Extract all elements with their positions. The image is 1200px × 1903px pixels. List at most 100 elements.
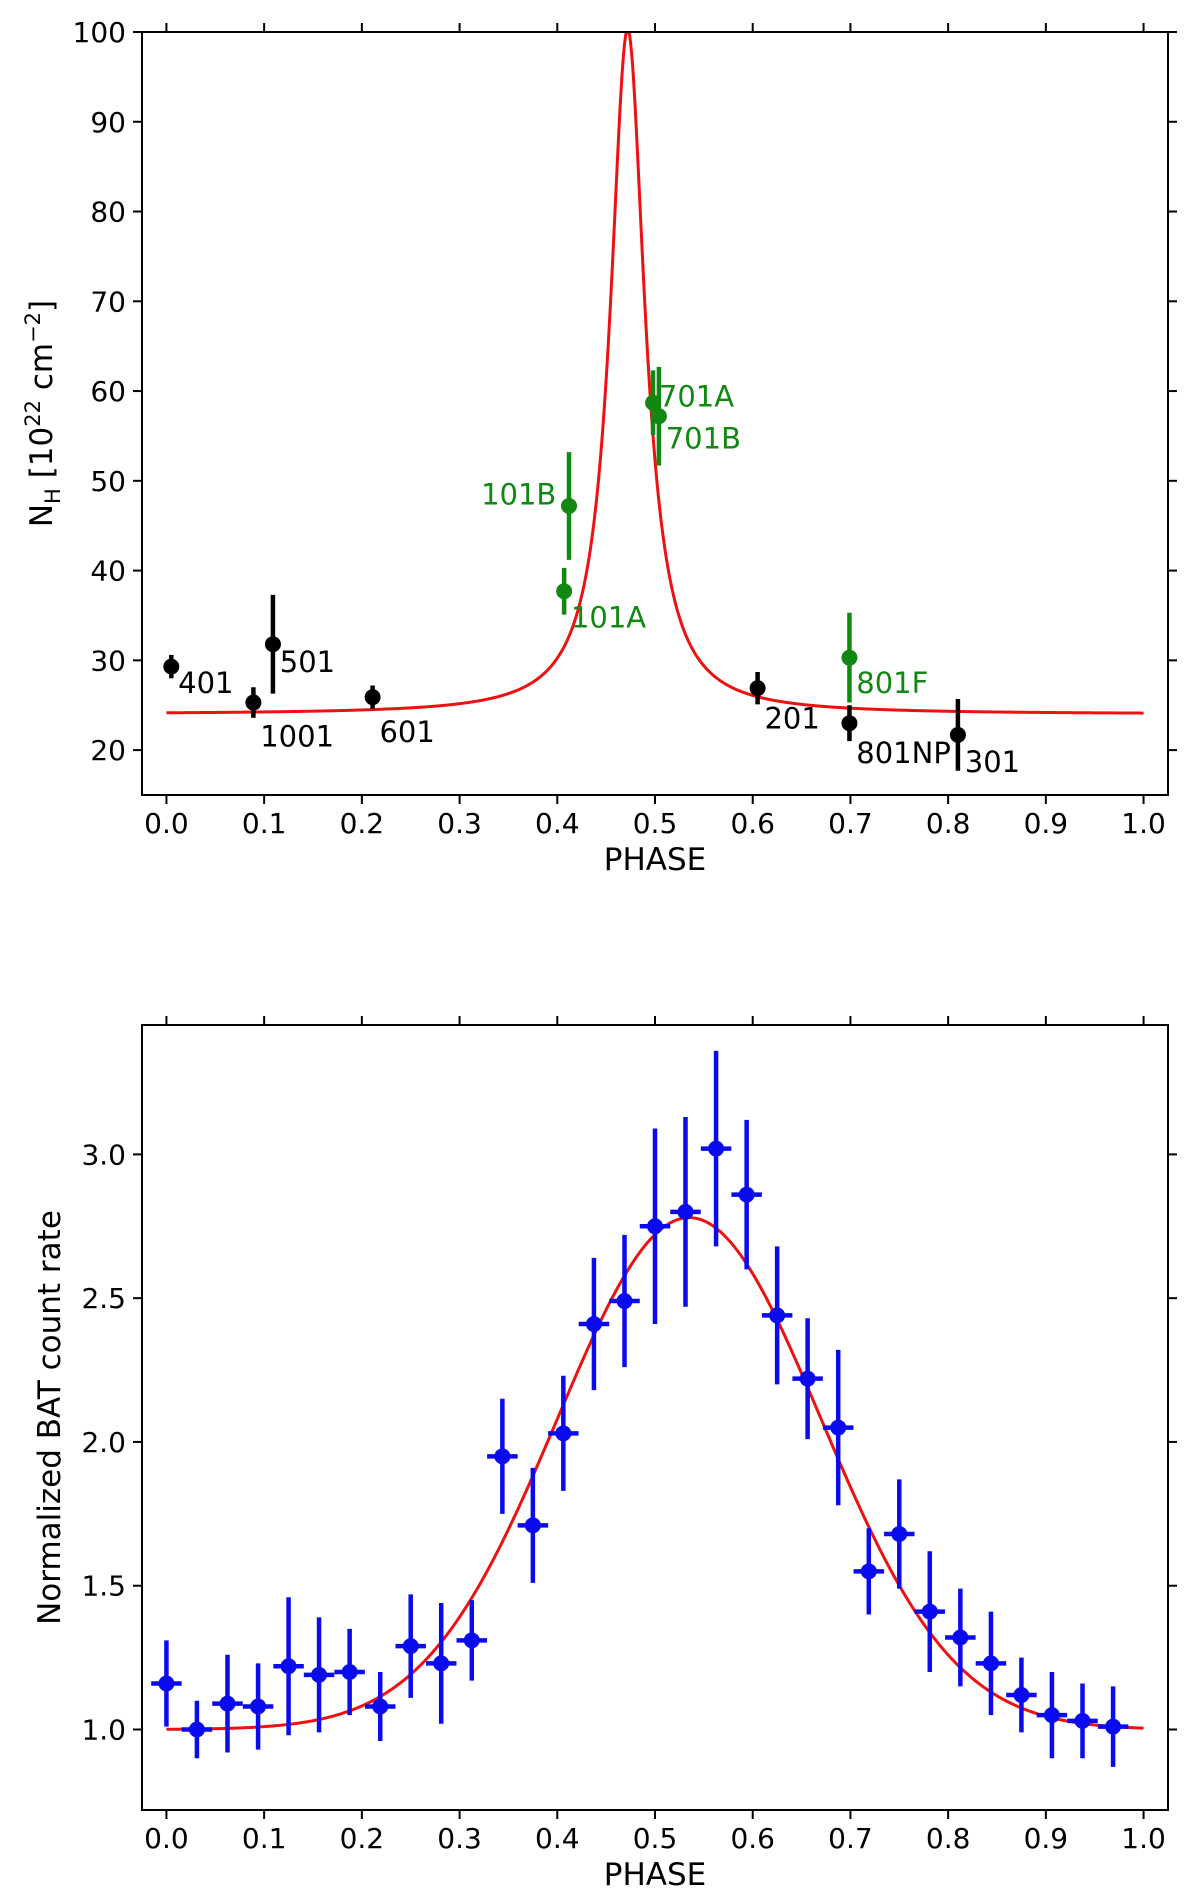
nh-panel: 401 1001 501 601 201 801NP 301 101A 101B 701A 701B… <box>21 16 1177 878</box>
data-point <box>952 1629 969 1646</box>
x-tick-label: 0.4 <box>535 1822 580 1855</box>
x-tick-label: 0.1 <box>242 807 287 840</box>
data-point <box>264 636 281 653</box>
x-tick-label: 0.0 <box>144 1822 189 1855</box>
y-axis-label: NH [1022 cm−2] <box>21 300 65 527</box>
y-tick-label: 50 <box>90 465 126 498</box>
data-point <box>341 1663 358 1680</box>
data-point <box>841 649 858 666</box>
x-tick-label: 0.3 <box>437 1822 482 1855</box>
point-label: 401 <box>178 666 233 700</box>
x-tick-label: 0.6 <box>730 1822 775 1855</box>
y-tick-label: 2.5 <box>81 1282 126 1315</box>
x-tick-label: 0.2 <box>340 807 385 840</box>
data-point <box>311 1666 328 1683</box>
y-tick-label: 40 <box>90 555 126 588</box>
data-point <box>556 583 573 600</box>
data-point <box>769 1307 786 1324</box>
point-label: 301 <box>965 745 1020 779</box>
data-point <box>158 1675 175 1692</box>
point-label: 201 <box>764 702 819 736</box>
x-tick-label: 0.1 <box>242 1822 287 1855</box>
data-point <box>585 1316 602 1333</box>
point-label: 801F <box>856 666 928 700</box>
data-point <box>188 1721 205 1738</box>
y-tick-label: 1.5 <box>81 1570 126 1603</box>
x-tick-label: 0.2 <box>340 1822 385 1855</box>
point-label: 701A <box>659 379 734 413</box>
x-tick-label: 0.5 <box>633 807 678 840</box>
ylabel-sub: H <box>41 488 65 504</box>
data-point <box>364 689 381 706</box>
model-curve <box>166 32 1144 715</box>
x-tick-label: 0.8 <box>926 807 971 840</box>
point-label: 501 <box>280 645 335 679</box>
y-tick-label: 80 <box>90 196 126 229</box>
data-point <box>280 1658 297 1675</box>
x-tick-label: 0.6 <box>730 807 775 840</box>
x-tick-label: 0.5 <box>633 1822 678 1855</box>
bat-panel: 0.0 0.1 0.2 0.3 0.4 0.5 0.6 0.7 0.8 0.9 1.0 1.0 1.5 2… <box>32 1016 1177 1893</box>
data-point <box>402 1638 419 1655</box>
x-tick-label: 0.4 <box>535 807 580 840</box>
data-point <box>1105 1718 1122 1735</box>
data-point <box>708 1140 725 1157</box>
data-point <box>799 1370 816 1387</box>
x-tick-label: 0.0 <box>144 807 189 840</box>
y-tick-label: 90 <box>90 106 126 139</box>
y-tick-label: 2.0 <box>81 1426 126 1459</box>
data-point <box>982 1655 999 1672</box>
data-point <box>650 408 667 425</box>
y-tick-label: 3.0 <box>81 1138 126 1171</box>
data-point <box>163 658 180 675</box>
x-tick-label: 0.7 <box>828 807 873 840</box>
y-tick-label: 70 <box>90 285 126 318</box>
data-point <box>949 726 966 743</box>
data-point <box>749 680 766 697</box>
ylabel-main: N <box>24 504 60 527</box>
data-point <box>830 1419 847 1436</box>
data-point <box>372 1698 389 1715</box>
data-point <box>494 1448 511 1465</box>
data-point <box>677 1203 694 1220</box>
data-point <box>616 1293 633 1310</box>
point-label: 101A <box>571 600 646 634</box>
x-tick-label: 0.8 <box>926 1822 971 1855</box>
x-tick-label: 1.0 <box>1121 1822 1166 1855</box>
data-point <box>841 715 858 732</box>
x-axis-label: PHASE <box>604 842 706 878</box>
data-point <box>1043 1707 1060 1724</box>
ylabel-sup1: 22 <box>21 400 45 427</box>
ylabel-unit-pre: [10 <box>24 427 60 488</box>
y-tick-label: 100 <box>73 16 126 49</box>
x-tick-label: 0.3 <box>437 807 482 840</box>
data-point <box>555 1425 572 1442</box>
ylabel-sup2: −2 <box>21 312 45 343</box>
point-label: 101B <box>481 477 556 511</box>
x-tick-label: 1.0 <box>1121 807 1166 840</box>
data-point <box>738 1186 755 1203</box>
data-point <box>250 1698 267 1715</box>
data-point <box>433 1655 450 1672</box>
data-point <box>219 1695 236 1712</box>
data-point <box>245 694 262 711</box>
data-point <box>561 497 578 514</box>
point-label: 601 <box>379 715 434 749</box>
data-point <box>921 1603 938 1620</box>
y-axis-label: Normalized BAT count rate <box>32 1210 68 1625</box>
y-tick-label: 1.0 <box>81 1713 126 1746</box>
data-point <box>1013 1686 1030 1703</box>
ylabel-unit-mid: cm <box>24 343 60 400</box>
point-label: 701B <box>666 422 741 456</box>
x-tick-label: 0.9 <box>1024 1822 1069 1855</box>
data-point <box>524 1517 541 1534</box>
point-label: 801NP <box>856 736 951 770</box>
y-tick-label: 20 <box>90 734 126 767</box>
x-axis-label: PHASE <box>604 1857 706 1893</box>
data-point <box>891 1525 908 1542</box>
data-point <box>860 1563 877 1580</box>
data-point <box>647 1218 663 1235</box>
x-tick-label: 0.9 <box>1024 807 1069 840</box>
point-label: 1001 <box>260 720 334 754</box>
